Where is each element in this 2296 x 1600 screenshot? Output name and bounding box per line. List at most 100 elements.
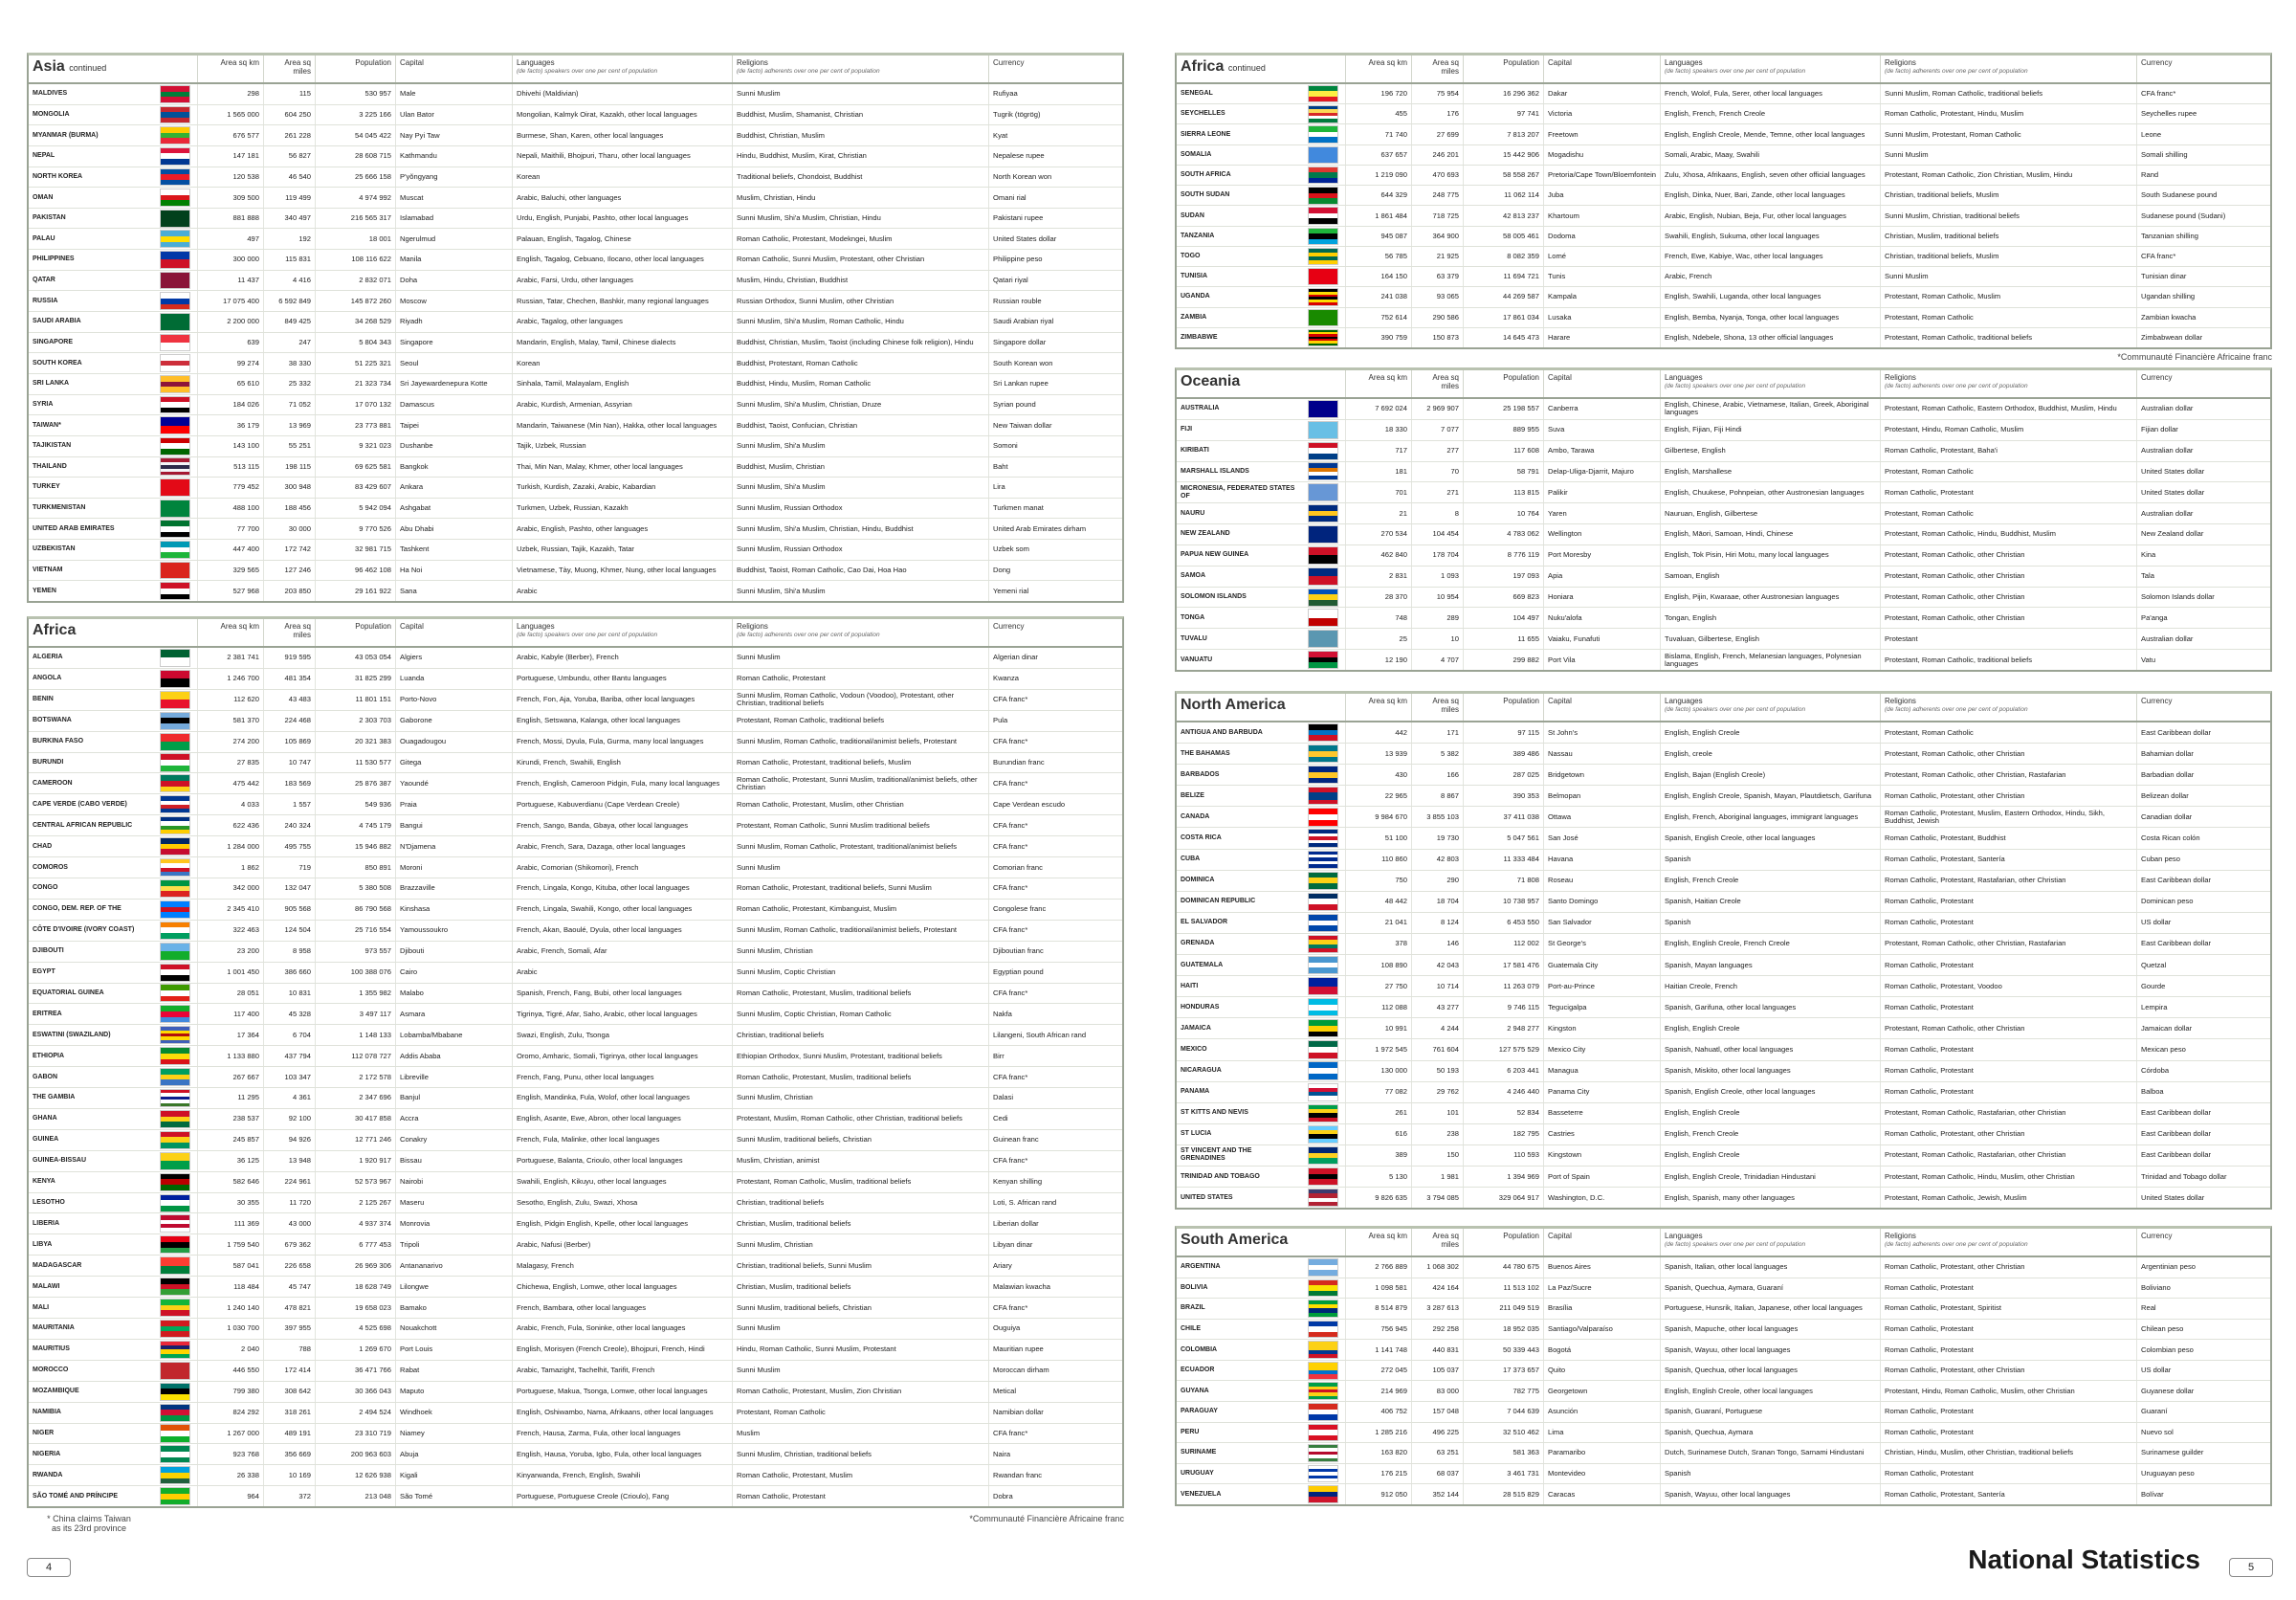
religions: Roman Catholic, Protestant, Buddhist	[1880, 828, 2136, 849]
flag-cell	[1301, 267, 1345, 286]
religions: Hindu, Roman Catholic, Sunni Muslim, Pro…	[732, 1339, 988, 1360]
flag-stripe	[161, 542, 189, 547]
flag-stripe	[161, 360, 189, 367]
capital: Damascus	[395, 394, 512, 415]
flag-icon	[1308, 808, 1338, 827]
column-header-religions: Religions (de facto) adherents over one p…	[1880, 370, 2136, 397]
flag-stripe	[161, 1389, 189, 1395]
flag-stripe	[1309, 294, 1337, 298]
area-sq-miles: 178 704	[1411, 544, 1463, 566]
table-row: EGYPT 1 001 450 386 660 100 388 076 Cairo Ara…	[29, 962, 1122, 984]
flag-stripe	[1309, 546, 1337, 556]
area-sq-km: 130 000	[1345, 1060, 1411, 1081]
flag-stripe	[161, 218, 189, 227]
population: 113 815	[1463, 482, 1543, 503]
flag-icon	[160, 1172, 190, 1191]
flag-cell	[153, 188, 197, 208]
languages: English, English Creole, French Creole	[1660, 933, 1880, 955]
area-sq-miles: 224 468	[263, 710, 315, 731]
flag-stripe	[161, 407, 189, 413]
religions: Protestant, Roman Catholic, Hindu, Musli…	[1880, 1166, 2136, 1188]
column-header-label: Languages	[1665, 373, 1703, 382]
column-header-label: Area sq miles	[1432, 58, 1459, 76]
country-name: LIBYA	[33, 1240, 53, 1248]
flag-icon	[1308, 328, 1338, 347]
population: 1 920 917	[315, 1150, 395, 1171]
area-sq-miles: 119 499	[263, 188, 315, 208]
flag-cell	[1301, 1061, 1345, 1081]
flag-stripe	[161, 471, 189, 476]
religions: Buddhist, Christian, Muslim, Taoist (inc…	[732, 332, 988, 353]
languages: Chichewa, English, Lomwe, other local la…	[512, 1277, 732, 1298]
flag-icon	[160, 312, 190, 331]
area-sq-miles: 718 725	[1411, 206, 1463, 226]
flag-icon	[160, 900, 190, 919]
region-continued-label: continued	[1227, 63, 1266, 73]
area-sq-miles: 292 258	[1411, 1319, 1463, 1340]
flag-stripe	[1309, 1383, 1337, 1387]
area-sq-km: 639	[197, 332, 263, 353]
column-header-area-mi: Area sq miles	[1411, 370, 1463, 397]
area-sq-miles: 21 925	[1411, 246, 1463, 267]
religions: Sunni Muslim, Shi'a Muslim, Christian, D…	[732, 394, 988, 415]
population: 3 497 117	[315, 1004, 395, 1025]
area-sq-km: 390 759	[1345, 327, 1411, 348]
flag-stripe	[161, 1472, 189, 1478]
flag-stripe	[1309, 1349, 1337, 1354]
table-row: MAURITIUS 2 040 788 1 269 670 Port Louis Engl…	[29, 1339, 1122, 1361]
flag-icon	[160, 984, 190, 1003]
languages: French, Fang, Punu, other local language…	[512, 1067, 732, 1088]
flag-cell	[1301, 1464, 1345, 1484]
flag-stripe	[161, 449, 189, 455]
religions: Sunni Muslim, Christian, traditional bel…	[732, 1444, 988, 1465]
flag-stripe	[1309, 442, 1337, 449]
flag-stripe	[161, 1079, 189, 1086]
population: 17 070 132	[315, 394, 395, 415]
flag-icon	[160, 457, 190, 477]
area-sq-miles: 489 191	[263, 1423, 315, 1444]
flag-cell	[153, 1109, 197, 1129]
religions: Roman Catholic, Protestant, Santería	[1880, 849, 2136, 870]
column-header-label: Currency	[2141, 697, 2173, 705]
area-sq-km: 2 766 889	[1345, 1257, 1411, 1278]
table-row: THAILAND 513 115 198 115 69 625 581 Bangkok T…	[29, 456, 1122, 478]
population: 37 411 038	[1463, 807, 1543, 828]
flag-stripe	[161, 670, 189, 679]
country-name: ST KITTS AND NEVIS	[1181, 1109, 1248, 1117]
flag-icon	[1308, 1189, 1338, 1208]
flag-cell	[153, 167, 197, 188]
flag-stripe	[161, 912, 189, 918]
languages: Dutch, Surinamese Dutch, Sranan Tongo, S…	[1660, 1443, 1880, 1463]
flag-stripe	[161, 298, 189, 304]
flag-cell	[153, 478, 197, 498]
capital: St George's	[1543, 933, 1660, 955]
country-name: ZAMBIA	[1181, 313, 1207, 321]
population: 4 525 698	[315, 1319, 395, 1339]
country-name: SINGAPORE	[33, 339, 74, 345]
flag-cell	[153, 921, 197, 941]
flag-cell	[153, 291, 197, 311]
flag-stripe	[1309, 1020, 1337, 1026]
flag-stripe	[161, 236, 189, 242]
flag-icon	[1308, 1341, 1338, 1359]
table-row: ST VINCENT AND THE GRENADINES 389 150 110 5…	[1177, 1144, 2270, 1167]
flag-stripe	[161, 303, 189, 310]
religions: Buddhist, Christian, Muslim	[732, 125, 988, 145]
flag-stripe	[161, 1236, 189, 1242]
population: 669 823	[1463, 587, 1543, 608]
languages: Malagasy, French	[512, 1256, 732, 1277]
area-sq-km: 214 969	[1345, 1381, 1411, 1402]
area-sq-miles: 5 382	[1411, 744, 1463, 765]
area-sq-km: 245 857	[197, 1129, 263, 1150]
capital: Mexico City	[1543, 1039, 1660, 1060]
area-sq-km: 389	[1345, 1144, 1411, 1166]
table-body: ARGENTINA 2 766 889 1 068 302 44 780 675 Bue…	[1177, 1257, 2270, 1504]
flag-stripe	[1309, 172, 1337, 178]
currency: Algerian dinar	[988, 648, 1122, 668]
flag-stripe	[1309, 1031, 1337, 1037]
flag-icon	[160, 753, 190, 772]
capital: Bangui	[395, 815, 512, 836]
languages: English, English Creole	[1660, 1144, 1880, 1166]
population: 2 303 703	[315, 710, 395, 731]
religions: Protestant, Roman Catholic, other Christ…	[1880, 566, 2136, 587]
